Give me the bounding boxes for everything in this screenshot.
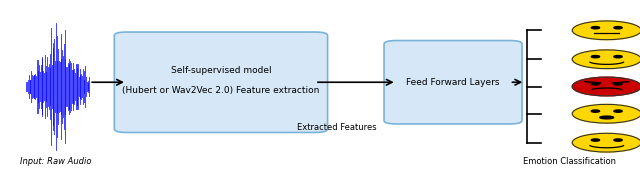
- Circle shape: [591, 27, 600, 29]
- Circle shape: [614, 139, 622, 141]
- Text: Self-supervised model: Self-supervised model: [171, 66, 271, 75]
- Text: (Hubert or Wav2Vec 2.0) Feature extraction: (Hubert or Wav2Vec 2.0) Feature extracti…: [122, 86, 319, 95]
- Circle shape: [614, 83, 622, 85]
- Circle shape: [591, 56, 600, 58]
- Text: Emotion Classification: Emotion Classification: [523, 157, 616, 166]
- FancyBboxPatch shape: [115, 32, 328, 133]
- Circle shape: [572, 21, 640, 40]
- FancyBboxPatch shape: [384, 40, 522, 124]
- Circle shape: [572, 133, 640, 152]
- Circle shape: [614, 56, 622, 58]
- Circle shape: [614, 27, 622, 29]
- Ellipse shape: [600, 116, 614, 119]
- Text: Extracted Features: Extracted Features: [297, 123, 377, 132]
- Circle shape: [572, 50, 640, 69]
- Text: Input: Raw Audio: Input: Raw Audio: [20, 157, 92, 166]
- Circle shape: [572, 77, 640, 96]
- Circle shape: [591, 83, 600, 85]
- Circle shape: [591, 139, 600, 141]
- Circle shape: [614, 110, 622, 112]
- Text: Feed Forward Layers: Feed Forward Layers: [406, 78, 500, 87]
- Circle shape: [591, 110, 600, 112]
- Circle shape: [572, 104, 640, 123]
